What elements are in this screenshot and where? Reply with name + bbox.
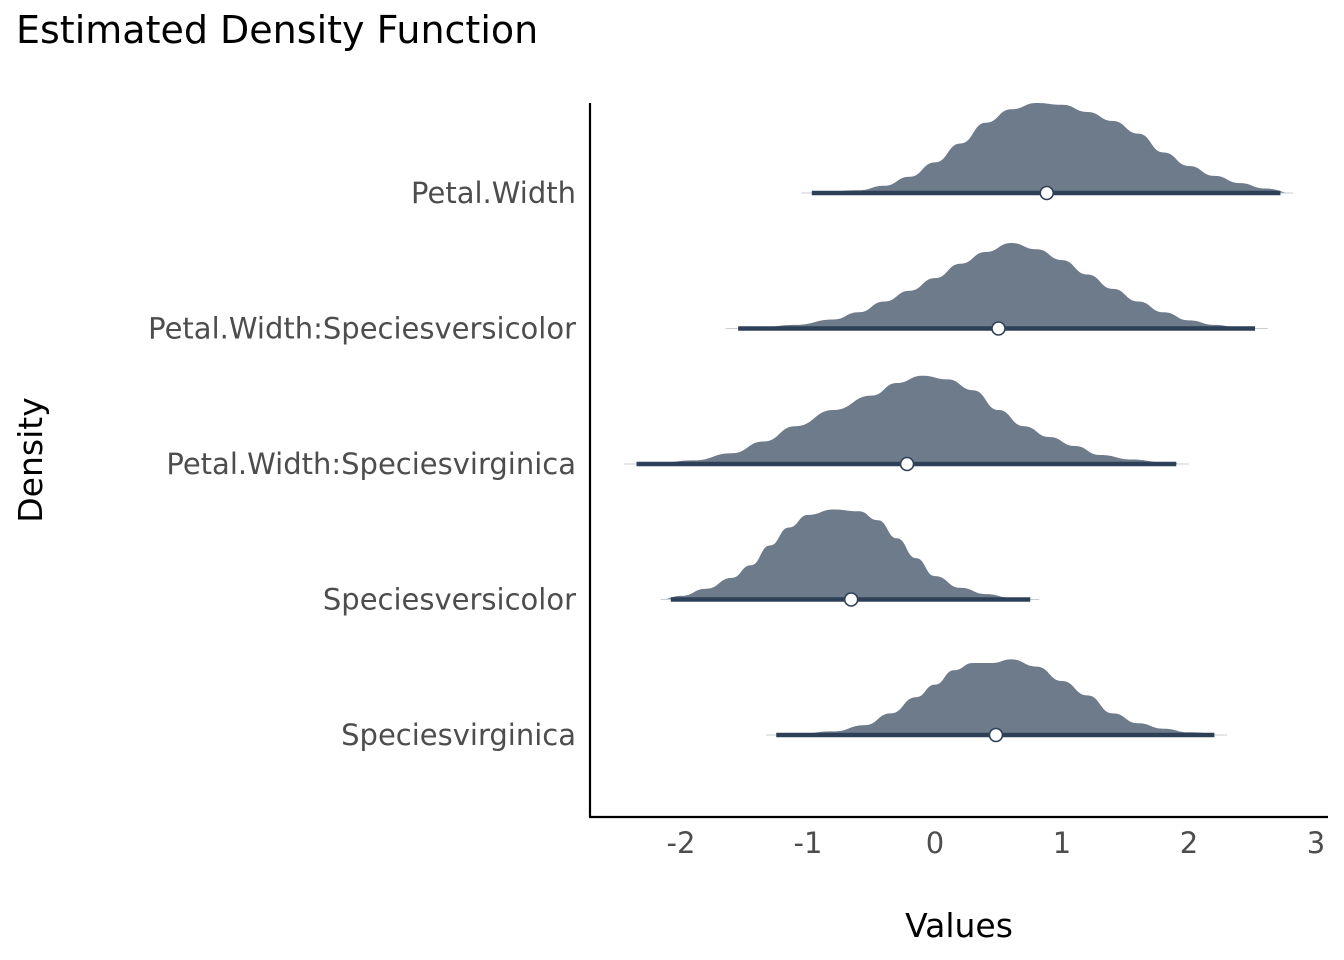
density-area (725, 243, 1268, 329)
chart-title: Estimated Density Function (16, 8, 538, 52)
y-tick-label: Petal.Width:Speciesversicolor (148, 312, 576, 346)
ridge-group (623, 375, 1189, 472)
median-point (899, 456, 915, 472)
ridge-group (801, 103, 1294, 201)
median-point (1039, 185, 1055, 201)
x-tick-label: 0 (926, 826, 944, 860)
y-tick-label: Petal.Width:Speciesvirginica (166, 447, 576, 481)
x-tick-label: -2 (667, 826, 696, 860)
x-tick-labels: -2 -1 0 1 2 3 (667, 826, 1326, 860)
density-area (623, 375, 1189, 464)
x-axis-title: Values (905, 906, 1013, 945)
median-point (988, 727, 1004, 743)
y-tick-labels: Petal.Width Petal.Width:Speciesversicolor… (148, 176, 576, 752)
density-area (801, 103, 1294, 193)
ridge-group (660, 509, 1040, 607)
y-tick-label: Petal.Width (411, 176, 576, 210)
x-tick-label: 3 (1307, 826, 1325, 860)
ridge-group (725, 243, 1268, 336)
y-tick-label: Speciesversicolor (323, 583, 576, 617)
median-point (843, 592, 859, 607)
x-tick-label: -1 (794, 826, 823, 860)
density-area (660, 509, 1040, 600)
ridges-layer (623, 103, 1294, 743)
ridge-group (766, 659, 1228, 743)
x-tick-label: 1 (1053, 826, 1071, 860)
y-axis-title: Density (11, 397, 50, 522)
density-area (766, 659, 1228, 735)
x-tick-label: 2 (1180, 826, 1198, 860)
median-point (991, 321, 1006, 336)
y-tick-label: Speciesvirginica (341, 718, 576, 752)
